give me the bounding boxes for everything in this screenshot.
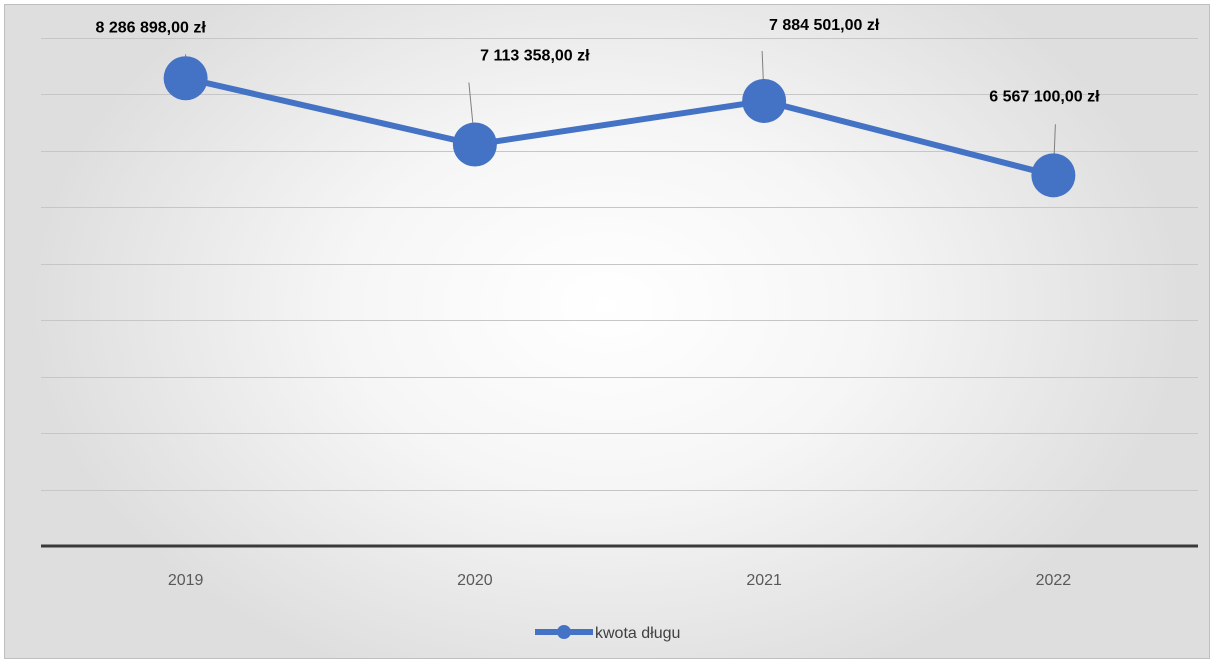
legend-label: kwota długu xyxy=(595,625,680,642)
data-point-2022 xyxy=(1031,153,1076,198)
legend-marker-swatch xyxy=(557,625,571,639)
line-chart: 2019 2020 2021 2022 8 286 898,00 zł 7 113 35… xyxy=(41,17,1198,642)
legend: kwota długu xyxy=(535,625,680,642)
data-labels: 8 286 898,00 zł 7 113 358,00 zł 7 884 501,… xyxy=(95,17,1100,105)
gridlines xyxy=(41,38,1198,491)
data-label-2022: 6 567 100,00 zł xyxy=(989,88,1100,105)
x-tick-label-2020: 2020 xyxy=(457,572,493,589)
data-point-2019 xyxy=(163,56,208,101)
x-tick-label-2021: 2021 xyxy=(746,572,782,589)
data-label-2020: 7 113 358,00 zł xyxy=(480,47,590,64)
x-tick-label-2019: 2019 xyxy=(168,572,204,589)
x-axis-tick-labels: 2019 2020 2021 2022 xyxy=(168,572,1071,589)
data-point-2021 xyxy=(742,78,787,123)
data-label-2019: 8 286 898,00 zł xyxy=(95,19,206,36)
chart-area: 2019 2020 2021 2022 8 286 898,00 zł 7 113 35… xyxy=(4,4,1210,659)
x-tick-label-2022: 2022 xyxy=(1036,572,1072,589)
data-label-2021: 7 884 501,00 zł xyxy=(769,17,880,34)
series-kwota-dlugu xyxy=(163,56,1076,198)
series-line xyxy=(182,75,1057,179)
data-label-leaders xyxy=(185,50,1056,176)
data-point-2020 xyxy=(452,122,497,167)
